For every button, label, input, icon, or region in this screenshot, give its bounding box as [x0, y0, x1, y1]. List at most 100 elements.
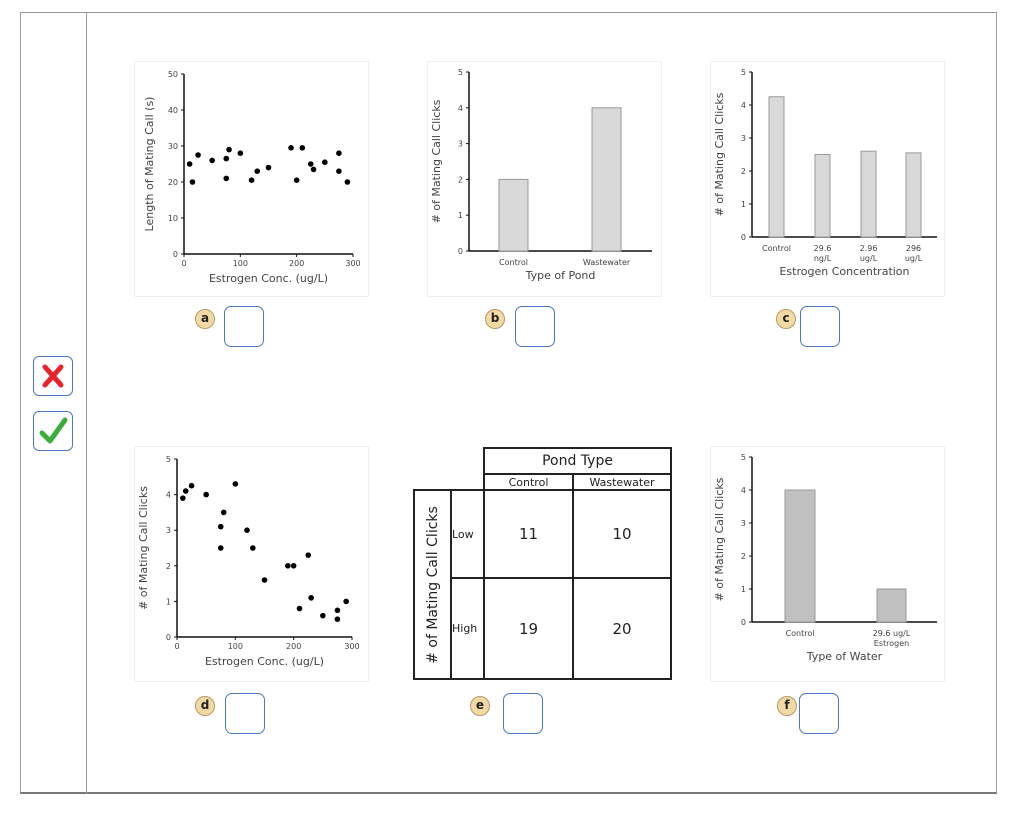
y-tick-label: 1	[741, 200, 746, 209]
y-tick-label: 5	[458, 68, 463, 77]
table-cell-low-wastewater: 10	[572, 489, 672, 579]
data-point	[305, 552, 312, 558]
x-tick-label: 200	[289, 259, 304, 268]
sidebar-divider	[86, 12, 87, 794]
chart-a: 0 10 20 30 40 50 Length of Mating Call (s) 0 100…	[134, 61, 369, 297]
y-tick-label: 5	[741, 453, 746, 462]
y-tick-label: 1	[166, 597, 171, 606]
panel-label-b: b	[485, 309, 505, 329]
chart-f: 0 1 2 3 4 5 # of Mating Call Clicks Control 29.6…	[710, 446, 945, 682]
mark-wrong-button[interactable]	[33, 356, 73, 396]
data-point	[261, 577, 268, 583]
y-tick-label: 2	[458, 175, 463, 184]
y-tick-label: 20	[168, 178, 178, 187]
data-point	[237, 150, 244, 156]
x-tick-label: Estrogen	[874, 639, 909, 648]
x-tick-label: 0	[181, 259, 186, 268]
y-tick-label: 0	[458, 247, 463, 256]
x-tick-label: ng/L	[814, 254, 832, 263]
x-tick-label: 100	[233, 259, 248, 268]
data-point	[310, 166, 317, 173]
x-tick-label: Control	[762, 244, 791, 253]
data-point	[209, 157, 215, 164]
x-tick-label: 0	[174, 642, 179, 651]
y-axis-label: # of Mating Call Clicks	[137, 486, 150, 610]
check-mark-icon	[39, 417, 68, 444]
x-tick-label: 100	[228, 642, 243, 651]
data-point	[248, 177, 255, 183]
data-point	[265, 164, 272, 171]
data-point	[336, 150, 342, 156]
data-point	[186, 161, 193, 167]
bar	[591, 107, 622, 252]
chart-e-table: Pond Type Control Wastewater # of Mating…	[413, 447, 672, 680]
row-header-low: Low	[450, 489, 485, 579]
data-point	[299, 145, 306, 151]
data-point	[290, 563, 297, 569]
x-axis-label: Type of Pond	[525, 269, 596, 282]
answer-box-f[interactable]	[799, 693, 839, 734]
y-tick-label: 2	[741, 552, 746, 561]
y-tick-label: 3	[166, 526, 171, 535]
y-tick-label: 3	[458, 140, 463, 149]
x-tick-label: 29.6 ug/L	[873, 629, 911, 638]
answer-box-b[interactable]	[515, 306, 555, 347]
data-point	[217, 545, 224, 551]
data-point	[307, 161, 314, 167]
x-tick-label: 29.6	[814, 244, 832, 253]
y-tick-label: 50	[168, 70, 178, 79]
bar	[498, 178, 529, 252]
row-group-label: # of Mating Call Clicks	[424, 505, 441, 664]
answer-box-e[interactable]	[503, 693, 543, 734]
y-tick-label: 40	[168, 106, 178, 115]
y-axis-label: # of Mating Call Clicks	[430, 99, 443, 223]
y-axis-label: Length of Mating Call (s)	[143, 97, 156, 232]
bar	[784, 489, 816, 623]
data-point	[180, 495, 186, 501]
y-tick-label: 2	[741, 167, 746, 176]
x-tick-label: 296	[906, 244, 921, 253]
y-tick-label: 4	[166, 491, 171, 500]
chart-b: 0 1 2 3 4 5 # of Mating Call Clicks Control Wast…	[427, 61, 662, 297]
data-point	[308, 595, 314, 601]
y-tick-label: 1	[458, 211, 463, 220]
x-tick-label: 200	[286, 642, 301, 651]
table-cell-high-control: 19	[483, 577, 574, 680]
data-point	[254, 168, 261, 174]
column-group-header: Pond Type	[483, 447, 672, 475]
x-axis-label: Estrogen Conc. (ug/L)	[209, 272, 328, 285]
x-tick-label: ug/L	[860, 254, 878, 263]
table-cell-low-control: 11	[483, 489, 574, 579]
data-point	[244, 527, 250, 533]
x-tick-label: Wastewater	[583, 258, 631, 267]
x-tick-label: 300	[344, 642, 359, 651]
y-tick-label: 2	[166, 562, 171, 571]
data-point	[188, 482, 195, 489]
answer-box-a[interactable]	[224, 306, 264, 347]
y-tick-label: 1	[741, 585, 746, 594]
data-point	[296, 605, 303, 612]
data-point	[334, 607, 341, 614]
data-point	[285, 563, 291, 569]
y-tick-label: 0	[166, 633, 171, 642]
data-point	[288, 145, 294, 151]
row-group-header: # of Mating Call Clicks	[413, 489, 452, 680]
x-axis-label: Type of Water	[806, 650, 883, 663]
answer-box-d[interactable]	[225, 693, 265, 734]
data-point	[223, 155, 230, 162]
table-cell-high-wastewater: 20	[572, 577, 672, 680]
bar	[905, 152, 922, 238]
y-tick-label: 0	[741, 618, 746, 627]
panel-label-d: d	[195, 696, 215, 716]
chart-c: 0 1 2 3 4 5 # of Mating Call Clicks Control 29.6…	[710, 61, 945, 297]
y-tick-label: 4	[458, 104, 463, 113]
mark-right-button[interactable]	[33, 411, 73, 451]
y-axis-label: # of Mating Call Clicks	[713, 477, 726, 601]
data-point	[320, 612, 326, 619]
answer-box-c[interactable]	[800, 306, 840, 347]
x-tick-label: Control	[786, 629, 815, 638]
data-point	[334, 616, 341, 622]
y-tick-label: 0	[741, 233, 746, 242]
data-point	[203, 491, 209, 498]
